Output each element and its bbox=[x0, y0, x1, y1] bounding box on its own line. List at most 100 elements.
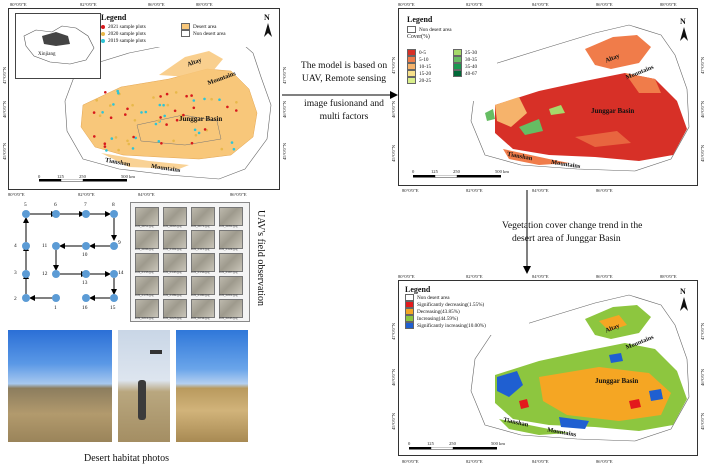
uav-node-1-label: 1 bbox=[54, 305, 57, 311]
sample-plot-point bbox=[104, 91, 107, 94]
north-arrow-icon: N bbox=[261, 13, 275, 39]
map3-legend: Legend Non desert area Significantly dec… bbox=[405, 285, 529, 335]
trend-increase: Increasing(44.59%) bbox=[405, 315, 529, 322]
inset-label: Xinjiang bbox=[38, 52, 56, 57]
sample-plot-point bbox=[157, 140, 161, 143]
sample-plot-point bbox=[230, 141, 234, 144]
cover-15-20-swatch bbox=[407, 70, 416, 77]
sample-plots-map: Xinjiang Legend 2021 sample plots 2020 s… bbox=[8, 8, 280, 190]
trend-sig-increase-swatch bbox=[405, 322, 414, 329]
scale-tick-3: 500 km bbox=[121, 174, 135, 179]
map3-lat-1: 46°0'0"N bbox=[391, 368, 396, 386]
uav-thumbnail-caption: DJI_0063.jpg bbox=[163, 224, 182, 228]
trend-increase-swatch bbox=[405, 315, 414, 322]
sample-plot-point bbox=[160, 142, 163, 145]
trend-decrease-label: Decreasing(43.85%) bbox=[417, 308, 460, 315]
uav-thumbnail bbox=[163, 207, 187, 226]
sample-plot-point bbox=[127, 142, 131, 146]
map1-lon-top-3: 86°0'0"E bbox=[148, 2, 165, 7]
legend-2019: 2019 sample plots bbox=[101, 37, 177, 44]
sample-plot-point bbox=[232, 147, 236, 151]
uav-path-lines bbox=[23, 211, 117, 301]
legend-2019-label: 2019 sample plots bbox=[108, 37, 146, 44]
trend-caption-line1: Vegetation cover change trend in the bbox=[502, 220, 643, 231]
person-figure-icon bbox=[138, 380, 146, 420]
uav-thumbnail bbox=[191, 276, 215, 295]
sample-plot-point bbox=[185, 94, 188, 98]
map2-legend-title: Legend bbox=[407, 15, 433, 24]
trend-sig-increase: Significantly increasing(10.00%) bbox=[405, 322, 529, 329]
uav-node-16-label: 16 bbox=[82, 305, 88, 311]
map1-lon-top-1: 82°0'0"E bbox=[80, 2, 97, 7]
uav-flight-path: 1 2 3 4 5 6 7 8 9 10 11 12 13 14 15 16 bbox=[6, 202, 124, 320]
sample-plot-point bbox=[131, 103, 134, 107]
uav-photo-grid: DJI_0051.jpg DJI_0063.jpg DJI_0072.jpg DJI_… bbox=[130, 202, 250, 322]
cover-map-canvas bbox=[470, 24, 690, 172]
sample-plot-point bbox=[109, 104, 112, 107]
legend-2020-swatch bbox=[101, 31, 105, 36]
sample-plot-point bbox=[162, 103, 165, 107]
model-caption: The model is based on UAV, Remote sensin… bbox=[296, 60, 392, 86]
cover-15-20: 15-20 bbox=[407, 70, 451, 77]
junggar-basin-label: Junggar Basin bbox=[179, 115, 223, 123]
sample-plot-point bbox=[226, 105, 229, 109]
uav-thumbnail-caption: DJI_0072.jpg bbox=[191, 224, 210, 228]
habitat-photo-2 bbox=[118, 330, 170, 442]
cover-10-15: 10-15 bbox=[407, 63, 451, 70]
map2-lon-0: 80°0'0"E bbox=[402, 188, 419, 193]
habitat-photos-title: Desert habitat photos bbox=[84, 453, 169, 464]
map2-lon-top-3: 86°0'0"E bbox=[596, 2, 613, 7]
uav-thumbnail-caption: DJI_0189.jpg bbox=[163, 293, 182, 297]
map2-scale-2: 250 bbox=[453, 169, 460, 174]
map2-lat-2: 45°0'0"N bbox=[391, 144, 396, 162]
cover-30-35-label: 30-35 bbox=[465, 56, 478, 63]
sample-plot-point bbox=[193, 128, 197, 132]
cover-30-35-swatch bbox=[453, 56, 462, 63]
uav-node-13 bbox=[82, 270, 90, 278]
trend-decrease-swatch bbox=[405, 308, 414, 315]
uav-thumbnail-caption: DJI_0190.jpg bbox=[191, 293, 210, 297]
legend-2020-label: 2020 sample plots bbox=[108, 30, 146, 37]
north-label: N bbox=[680, 17, 686, 26]
uav-node-11-label: 11 bbox=[42, 243, 48, 249]
sample-plot-point bbox=[92, 111, 96, 114]
uav-node-12-label: 12 bbox=[42, 271, 48, 277]
map2-scale-0: 0 bbox=[412, 169, 415, 174]
map2-legend: Legend Non desert area Cover(%) 0-5 5-10… bbox=[407, 15, 497, 101]
scale-bar bbox=[39, 179, 127, 182]
map1-lat-2: 45°0'0"N bbox=[2, 142, 7, 160]
uav-thumbnail bbox=[191, 299, 215, 318]
sample-plot-point bbox=[124, 113, 127, 116]
cover-5-10-swatch bbox=[407, 56, 416, 63]
habitat-photo-3 bbox=[176, 330, 248, 442]
map2-nondesert: Non desert area bbox=[407, 26, 497, 33]
uav-node-6-label: 6 bbox=[54, 202, 57, 208]
sample-plot-point bbox=[101, 111, 104, 114]
sample-plots-map-canvas bbox=[64, 34, 272, 180]
map2-junggar-basin-label: Junggar Basin bbox=[591, 107, 635, 115]
trend-sig-decrease: Significantly decreasing(1.55%) bbox=[405, 301, 529, 308]
uav-thumbnail-caption: DJI_0156.jpg bbox=[191, 270, 210, 274]
map3-junggar-basin-label: Junggar Basin bbox=[595, 377, 639, 385]
uav-thumbnail bbox=[135, 207, 159, 226]
map1-lon-0: 80°0'0"E bbox=[8, 192, 25, 197]
map3-lon-3: 86°0'0"E bbox=[596, 459, 613, 464]
model-caption-line3: image fusionand and bbox=[304, 98, 384, 109]
sample-plot-point bbox=[173, 109, 177, 113]
map3-lat-0: 47°0'0"N bbox=[391, 322, 396, 340]
uav-node-10-label: 10 bbox=[82, 252, 88, 258]
uav-thumbnail-caption: DJI_0145.jpg bbox=[163, 270, 182, 274]
cover-40-67-label: 40-67 bbox=[465, 70, 478, 77]
uav-node-10 bbox=[82, 242, 90, 250]
uav-node-15-label: 15 bbox=[110, 305, 116, 311]
map2-scale-1: 125 bbox=[431, 169, 438, 174]
uav-node-4-label: 4 bbox=[14, 243, 17, 249]
cover-15-20-label: 15-20 bbox=[419, 70, 432, 77]
scale-tick-0: 0 bbox=[38, 174, 41, 179]
xinjiang-inset-map bbox=[23, 25, 95, 65]
sample-plot-point bbox=[93, 135, 96, 138]
legend-nondesert-swatch bbox=[181, 30, 190, 37]
map3-lon-top-4: 88°0'0"E bbox=[660, 274, 677, 279]
north-arrow-icon: N bbox=[677, 17, 691, 43]
map2-lat-r0: 47°0'0"N bbox=[700, 56, 705, 74]
